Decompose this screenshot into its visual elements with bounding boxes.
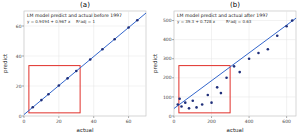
tick-label: 20 [16,84,22,89]
tick-label: 0 [23,119,26,124]
tick [22,116,24,117]
fit-line [24,13,146,115]
tick-label: 400 [163,37,172,42]
grid-line [58,11,59,116]
point [89,58,92,61]
figure: (a)02040600204060actualpredictLM model p… [0,0,300,136]
tick-label: 0 [169,114,172,119]
point [113,38,116,41]
grid-line [24,26,146,27]
data-layer [174,18,296,113]
point [75,70,78,73]
r-squared: R²adj = 1 [76,19,95,24]
equation: y = 0.9494 + 0.967 x [27,19,71,24]
grid-line [128,11,129,116]
plot-area [174,11,296,116]
point [180,105,183,108]
point [238,71,241,74]
point [285,25,288,28]
x-axis-label: actual [227,127,244,133]
point [276,35,279,38]
panel: (b) 0 200 400 600 0 100 200 300 400 500 actual predi… [152,1,296,133]
grid-line [93,11,94,116]
grid-line [174,58,296,59]
tick-label: 60 [16,24,22,29]
grid-line [174,77,296,78]
point [101,48,104,51]
grid-line [174,116,296,117]
tick-label: 40 [91,119,97,124]
tick [172,58,174,59]
point [225,77,228,80]
point [210,101,213,104]
point [191,99,194,102]
equation: y = 39.3 + 0.728 x [177,19,216,24]
grid-line [174,39,296,40]
point [47,93,50,96]
tick-label: 40 [16,54,22,59]
y-axis-label: predict [152,53,159,73]
x-axis-label: actual [77,127,94,133]
tick-label: 300 [163,56,172,61]
point [178,98,181,101]
tick [172,20,174,21]
point [127,26,130,29]
grid-line [174,11,175,116]
point [267,48,270,51]
tick-label: 0 [173,119,176,124]
grid-line [211,11,212,116]
point [248,57,251,60]
point [58,84,61,87]
tick [22,26,24,27]
point [184,101,187,104]
point [195,106,198,109]
point [201,103,204,106]
tick-label: 200 [207,119,216,124]
point [66,77,69,80]
grid-line [174,96,296,97]
grid-line [24,11,25,116]
point [188,107,191,110]
panel-label: (b) [230,1,240,9]
tick [172,77,174,78]
point [216,86,219,89]
fit-line [174,18,296,108]
tick-label: 20 [56,119,62,124]
tick [172,96,174,97]
tick-label: 0 [19,114,22,119]
point [291,19,294,22]
point [40,99,43,102]
point [31,106,34,109]
point [136,19,139,22]
plot-area [24,11,146,116]
point [220,92,223,95]
y-axis-label: predict [2,53,9,73]
title: LM model predict and actual before 1997 [27,13,122,18]
tick-label: 400 [245,119,254,124]
tick [172,116,174,117]
panel: (a) 0 20 40 60 0 20 40 60 actual predict LM model p… [2,1,146,133]
tick-label: 100 [163,95,172,100]
grid-line [24,116,146,117]
tick [172,39,174,40]
grid-line [249,11,250,116]
tick [22,86,24,87]
point [233,65,236,68]
tick-label: 200 [163,75,172,80]
tick-label: 600 [282,119,291,124]
data-layer [24,13,146,115]
grid-line [24,56,146,57]
point [176,103,179,106]
tick-label: 60 [126,119,132,124]
r-squared: R²adj = 0.63 [226,19,252,24]
tick [22,56,24,57]
point [206,94,209,97]
grid-line [286,11,287,116]
point [257,52,260,55]
tick-label: 500 [163,18,172,23]
title: LM model predict and actual after 1997 [177,13,268,18]
grid-line [24,86,146,87]
panel-label: (a) [80,1,90,9]
